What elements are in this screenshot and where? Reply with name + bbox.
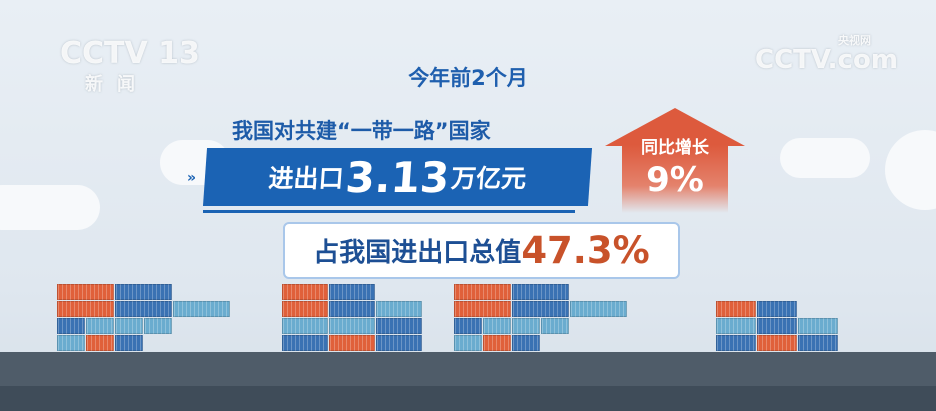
shipping-container [716, 335, 756, 351]
shipping-container [329, 301, 375, 317]
shipping-container [115, 284, 172, 300]
shipping-container [454, 335, 482, 351]
shipping-container [115, 301, 172, 317]
shipping-container [57, 318, 85, 334]
shipping-container [57, 335, 85, 351]
shipping-container [115, 335, 143, 351]
water [0, 352, 936, 411]
shipping-container [757, 301, 797, 317]
banner-underline [203, 210, 575, 213]
share-value: 47.3% [521, 229, 650, 272]
trade-banner: 进出口 3.13 万亿元 [202, 148, 593, 206]
shipping-container [376, 335, 422, 351]
shipping-container [376, 301, 422, 317]
banner-prefix: 进出口 [267, 164, 345, 193]
subject-text: 我国对共建“一带一路”国家 [232, 119, 491, 143]
shipping-container [329, 318, 375, 334]
shipping-container [454, 284, 511, 300]
growth-label: 同比增长 [641, 138, 709, 158]
shipping-container [483, 335, 511, 351]
shipping-container [716, 301, 756, 317]
growth-value: 9% [646, 160, 704, 200]
shipping-container [798, 335, 838, 351]
shipping-container [282, 284, 328, 300]
shipping-container [329, 335, 375, 351]
cctv-com-logo: CCTV.com [755, 45, 898, 75]
cloud [780, 138, 870, 178]
shipping-container [282, 335, 328, 351]
banner-unit: 万亿元 [450, 164, 528, 193]
shipping-container [512, 284, 569, 300]
chevron-right-icon: » [187, 170, 197, 186]
shipping-container [173, 301, 230, 317]
shipping-container [282, 318, 328, 334]
shipping-container [512, 335, 540, 351]
shipping-container [483, 318, 511, 334]
shipping-container [757, 318, 797, 334]
shipping-container [144, 318, 172, 334]
cctv-com-sub: 央视网 [838, 34, 871, 47]
shipping-container [115, 318, 143, 334]
period-title: 今年前2个月 [408, 66, 528, 90]
shipping-container [541, 318, 569, 334]
shipping-container [512, 318, 540, 334]
shipping-container [454, 301, 511, 317]
cctv13-logo: CCTV 13 [60, 36, 200, 71]
shipping-container [57, 284, 114, 300]
shipping-container [282, 301, 328, 317]
cloud [0, 185, 100, 230]
share-label: 占我国进出口总值 [313, 238, 522, 268]
shipping-container [86, 318, 114, 334]
growth-arrow-icon: 同比增长 9% [605, 108, 745, 213]
banner-value: 3.13 [343, 152, 452, 202]
cctv13-sub: 新闻 [85, 74, 149, 95]
shipping-container [716, 318, 756, 334]
shipping-container [454, 318, 482, 334]
shipping-container [329, 284, 375, 300]
share-box: 占我国进出口总值 47.3% [283, 222, 680, 279]
shipping-container [757, 335, 797, 351]
shipping-container [57, 301, 114, 317]
shipping-container [798, 318, 838, 334]
cloud [885, 130, 936, 210]
shipping-container [570, 301, 627, 317]
shipping-container [376, 318, 422, 334]
shipping-container [86, 335, 114, 351]
shipping-container [512, 301, 569, 317]
